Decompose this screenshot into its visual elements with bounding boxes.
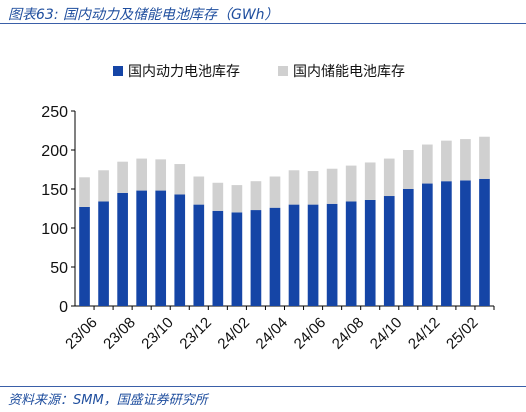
bar-storage-24/12 — [422, 144, 433, 184]
x-tick-label: 24/02 — [215, 314, 254, 353]
bar-power-24/07 — [326, 203, 338, 306]
x-tick-label: 23/06 — [62, 314, 101, 353]
bar-power-24/10 — [383, 196, 395, 306]
y-tick-label: 50 — [50, 260, 68, 277]
legend-label-power: 国内动力电池库存 — [128, 64, 240, 80]
bar-power-23/11 — [174, 194, 186, 306]
bar-storage-24/08 — [345, 165, 357, 202]
x-axis-ticks: 23/06 23/08 23/10 23/12 24/02 24/04 24/06 24/08… — [62, 306, 495, 353]
bar-power-24/01 — [212, 210, 224, 306]
legend-swatch-power — [113, 66, 123, 76]
x-tick-label: 24/04 — [253, 314, 292, 353]
bar-storage-24/02 — [231, 185, 243, 213]
bar-power-23/10 — [155, 190, 167, 306]
bar-storage-23/07 — [98, 170, 109, 202]
bar-storage-23/12 — [193, 176, 205, 205]
bar-storage-24/03 — [250, 181, 262, 211]
bar-storage-24/04 — [269, 176, 281, 208]
legend: 国内动力电池库存 国内储能电池库存 — [113, 64, 405, 80]
bar-storage-25/01 — [441, 140, 452, 182]
bar-power-23/08 — [117, 192, 128, 306]
legend-label-storage: 国内储能电池库存 — [293, 64, 405, 80]
source-divider — [0, 386, 526, 387]
title-divider — [0, 23, 526, 24]
bar-power-25/02 — [460, 180, 471, 306]
bar-storage-25/02 — [460, 139, 471, 181]
bar-storage-24/01 — [212, 182, 224, 211]
bar-storage-24/09 — [364, 162, 376, 200]
bar-power-24/08 — [345, 201, 357, 306]
bar-storage-24/05 — [288, 170, 300, 205]
bar-storage-23/08 — [117, 161, 128, 193]
y-tick-label: 100 — [41, 221, 68, 238]
bar-power-25/03 — [479, 178, 490, 306]
bar-storage-24/11 — [402, 150, 414, 189]
y-tick-label: 0 — [59, 299, 68, 316]
y-tick-label: 200 — [41, 143, 68, 160]
bar-storage-23/11 — [174, 164, 186, 195]
bar-power-24/05 — [288, 204, 300, 306]
bars — [79, 136, 490, 306]
x-tick-label: 25/02 — [443, 314, 482, 353]
bar-power-24/09 — [364, 199, 376, 306]
bar-power-24/03 — [250, 210, 262, 306]
x-tick-label: 23/12 — [176, 314, 215, 353]
x-tick-label: 24/06 — [291, 314, 330, 353]
bar-power-23/07 — [98, 201, 109, 306]
bar-power-24/06 — [307, 204, 319, 306]
bar-storage-24/07 — [326, 168, 338, 204]
bar-power-24/04 — [269, 207, 281, 306]
bar-power-24/02 — [231, 212, 243, 306]
bar-storage-25/03 — [479, 136, 490, 179]
x-tick-label: 23/10 — [138, 314, 177, 353]
bar-storage-23/10 — [155, 159, 167, 191]
bar-power-25/01 — [441, 181, 452, 306]
bar-power-23/06 — [79, 206, 90, 306]
bar-storage-24/06 — [307, 171, 319, 205]
source-note: 资料来源：SMM，国盛证券研究所 — [8, 393, 208, 408]
chart-title: 图表63: 国内动力及储能电池库存（GWh） — [8, 7, 279, 23]
y-tick-label: 150 — [41, 182, 68, 199]
x-tick-label: 24/08 — [329, 314, 368, 353]
y-axis-ticks: 0 50 100 150 200 250 — [41, 104, 75, 316]
bar-storage-23/06 — [79, 177, 90, 207]
bar-power-24/11 — [402, 189, 414, 306]
bar-power-23/12 — [193, 204, 205, 306]
x-tick-label: 24/12 — [405, 314, 444, 353]
x-tick-label: 24/10 — [367, 314, 406, 353]
bar-power-23/09 — [136, 190, 147, 306]
bar-storage-23/09 — [136, 158, 147, 191]
y-tick-label: 250 — [41, 104, 68, 121]
x-tick-label: 23/08 — [100, 314, 139, 353]
legend-swatch-storage — [278, 66, 288, 76]
bar-power-24/12 — [422, 183, 433, 306]
bar-storage-24/10 — [383, 158, 395, 197]
